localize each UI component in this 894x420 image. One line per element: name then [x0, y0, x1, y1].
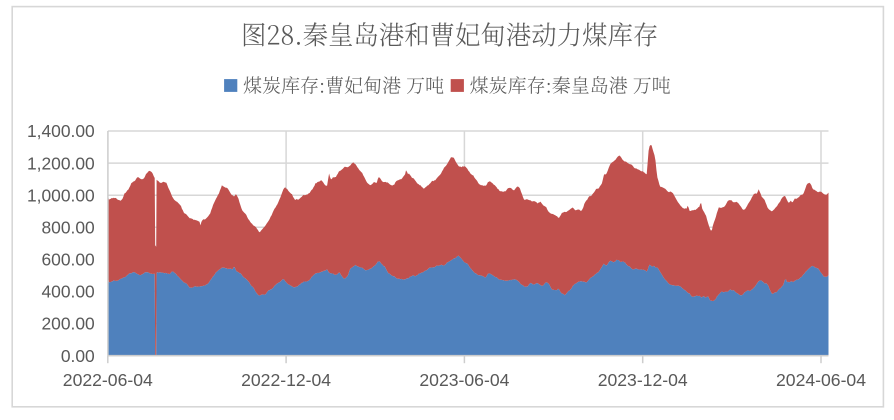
- svg-text:1,000.00: 1,000.00: [27, 185, 95, 205]
- svg-text:800.00: 800.00: [41, 218, 94, 238]
- svg-text:200.00: 200.00: [41, 314, 94, 334]
- svg-text:2023-12-04: 2023-12-04: [598, 370, 688, 390]
- svg-text:400.00: 400.00: [41, 282, 94, 302]
- svg-text:2023-06-04: 2023-06-04: [419, 370, 509, 390]
- svg-text:0.00: 0.00: [61, 346, 95, 366]
- svg-text:2022-12-04: 2022-12-04: [241, 370, 331, 390]
- svg-text:1,400.00: 1,400.00: [27, 121, 95, 141]
- svg-text:1,200.00: 1,200.00: [27, 153, 95, 173]
- svg-text:2024-06-04: 2024-06-04: [776, 370, 866, 390]
- svg-text:2022-06-04: 2022-06-04: [63, 370, 153, 390]
- svg-text:600.00: 600.00: [41, 250, 94, 270]
